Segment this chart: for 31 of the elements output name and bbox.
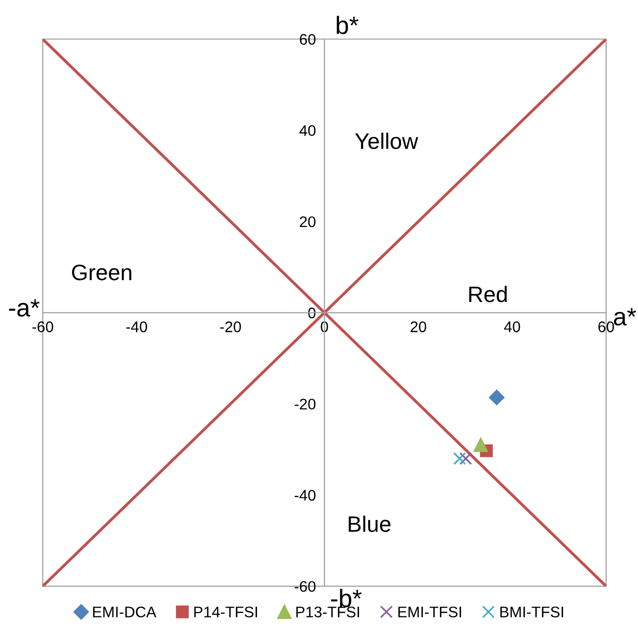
x-tick-label: 40 (504, 321, 520, 332)
text: -b* (331, 588, 362, 608)
x-tick-label: -60 (32, 321, 54, 332)
x-tick-label: 20 (410, 321, 426, 332)
legend-label: EMI-TFSI (398, 606, 462, 618)
x-tick-label: -20 (220, 321, 241, 332)
x-axis-title: a* (614, 308, 636, 326)
legend-label: P14-TFSI (194, 606, 257, 618)
y-tick-label: -40 (294, 490, 316, 501)
y-tick-label: 20 (300, 216, 316, 228)
annotation: Red (469, 286, 507, 302)
x-tick-label: 60 (598, 321, 614, 332)
annotation: Green (72, 264, 132, 280)
y-tick-label: -60 (294, 581, 316, 592)
x-tick-label: 0 (320, 321, 328, 332)
point (474, 438, 488, 452)
y-tick-label: 40 (299, 125, 316, 136)
point (459, 452, 472, 465)
annotation: Blue (348, 516, 390, 532)
y-tick-label: 0 (308, 308, 316, 318)
text: -a* (9, 299, 40, 317)
y-tick-label: -20 (294, 398, 316, 410)
point (453, 452, 466, 465)
point (489, 390, 504, 406)
y-tick-label: 60 (300, 34, 316, 45)
y-axis-title: b* (336, 16, 358, 34)
x-tick-label: -40 (126, 321, 148, 332)
legend-label: BMI-TFSI (500, 606, 564, 618)
annotation: Yellow (355, 132, 418, 150)
legend-label: P13-TFSI (296, 606, 360, 618)
legend-label: EMI-DCA (93, 606, 156, 618)
